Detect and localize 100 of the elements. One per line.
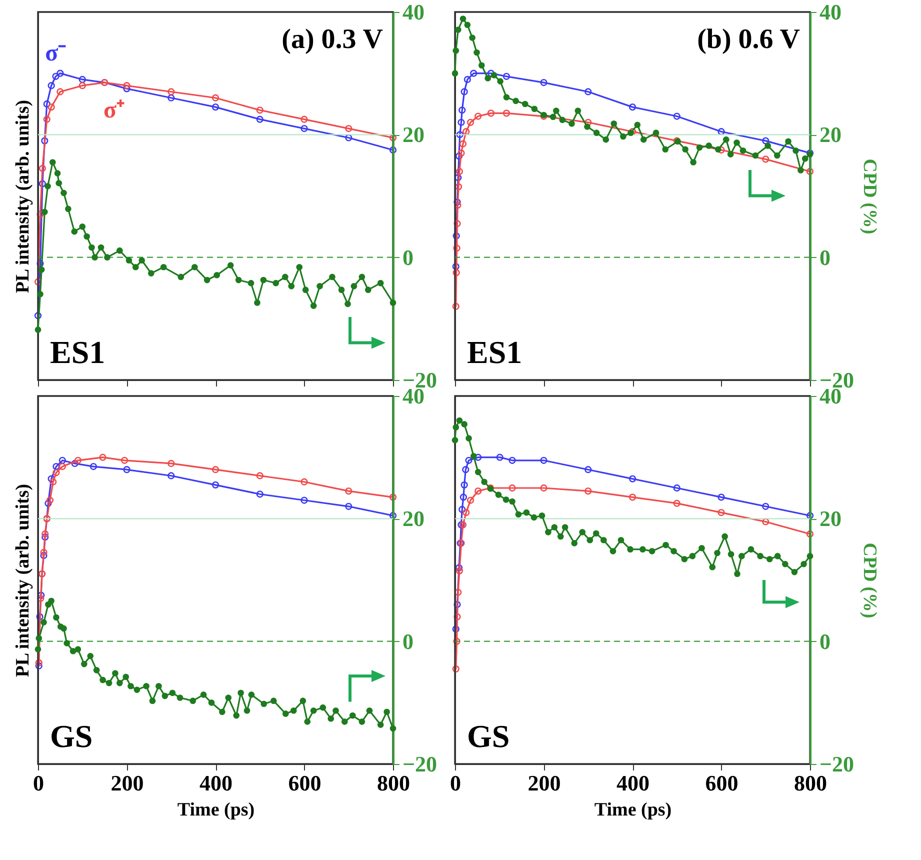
point (191, 264, 198, 270)
series-label: σ⁻ (45, 40, 66, 66)
point (65, 206, 72, 212)
point (508, 456, 516, 464)
annotation: GS (467, 718, 510, 754)
point (714, 550, 720, 556)
point (225, 694, 232, 701)
point (104, 254, 110, 260)
point (689, 552, 696, 560)
point (634, 122, 641, 128)
point (620, 133, 626, 140)
point (652, 130, 660, 136)
point (452, 424, 460, 430)
point (681, 556, 688, 562)
point (272, 280, 280, 286)
point (550, 114, 556, 120)
point (458, 150, 465, 157)
point (454, 600, 461, 608)
point (38, 266, 45, 273)
point (358, 274, 366, 280)
point (791, 568, 798, 576)
point (204, 276, 210, 284)
point (648, 548, 656, 554)
point (123, 82, 130, 90)
point (782, 560, 788, 568)
point (460, 481, 468, 488)
x-tick-label: 600 (705, 770, 738, 796)
point (462, 466, 470, 474)
point (670, 548, 677, 554)
point (502, 110, 510, 117)
point (345, 488, 352, 495)
point (531, 106, 538, 112)
point (454, 220, 461, 228)
point (78, 76, 86, 84)
point (390, 725, 396, 732)
point (454, 174, 462, 182)
y-axis-title: PL intensity (arb. units) (12, 100, 34, 294)
point (310, 707, 317, 714)
point (487, 70, 495, 77)
annotation: ES1 (467, 334, 522, 370)
point (64, 640, 70, 646)
x-axis-title: Time (ps) (177, 800, 255, 820)
point (93, 667, 100, 674)
point (60, 625, 67, 632)
point (36, 635, 42, 642)
point (100, 676, 106, 684)
point (474, 49, 480, 56)
point (49, 159, 56, 166)
point (757, 552, 764, 560)
point (452, 70, 458, 76)
point (37, 594, 44, 602)
point (722, 136, 730, 143)
point (214, 272, 220, 278)
point (456, 417, 463, 424)
point (462, 128, 470, 136)
point (584, 488, 592, 495)
y2-axis-title: CPD (%) (859, 542, 880, 618)
point (176, 694, 184, 701)
point (515, 511, 522, 518)
point (38, 164, 46, 172)
point (602, 136, 610, 143)
point (579, 529, 586, 536)
point (316, 283, 323, 290)
point (156, 682, 162, 690)
point (453, 638, 460, 645)
y2-tick-label: 0 (820, 244, 830, 270)
point (452, 232, 460, 240)
point (727, 151, 734, 158)
point (377, 722, 384, 728)
point (36, 210, 44, 218)
point (58, 462, 66, 470)
point (452, 437, 458, 444)
point (718, 494, 725, 501)
point (366, 707, 373, 714)
point (235, 276, 242, 284)
point (562, 524, 568, 530)
point (470, 70, 478, 77)
point (798, 167, 804, 174)
point (300, 496, 308, 504)
point (116, 680, 123, 686)
point (349, 712, 356, 719)
point (455, 152, 463, 160)
point (508, 484, 516, 492)
point (40, 548, 48, 556)
point (256, 106, 264, 114)
x-tick-label: 0 (33, 770, 44, 796)
chart-title: (a) 0.3 V (282, 24, 383, 55)
point (466, 496, 474, 504)
x-tick-label: 400 (200, 770, 232, 796)
x-tick-label: 200 (528, 770, 561, 796)
point (92, 254, 98, 260)
point (454, 588, 462, 596)
point (106, 680, 112, 686)
point (71, 228, 78, 235)
y2-tick-label: 20 (402, 506, 424, 532)
point (481, 478, 488, 486)
point (627, 546, 634, 552)
point (38, 592, 45, 599)
point (557, 533, 564, 540)
x-axis-title: Time (ps) (594, 800, 672, 820)
